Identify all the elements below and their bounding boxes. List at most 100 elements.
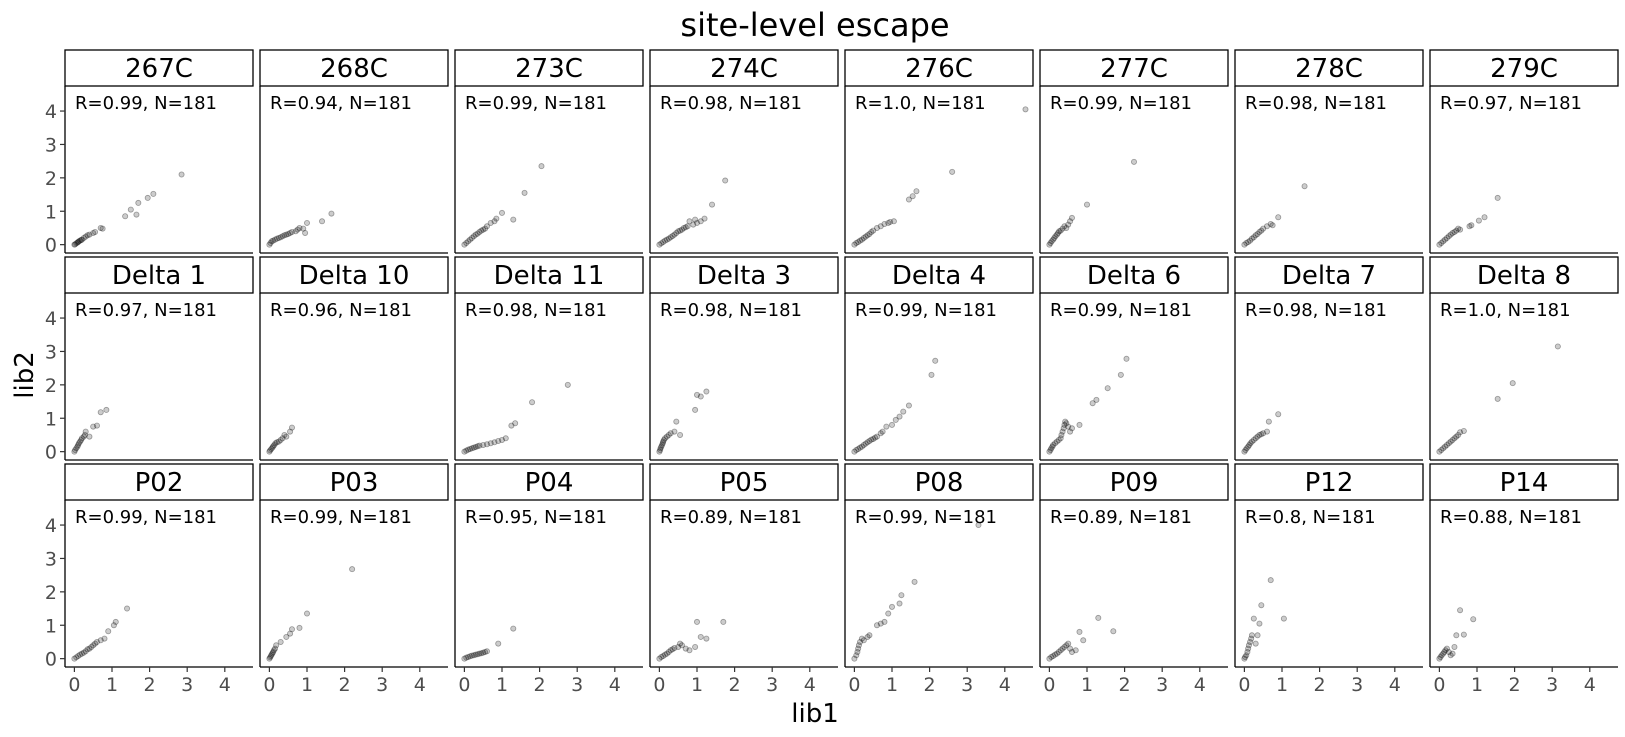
- data-point: [498, 436, 505, 443]
- data-point: [461, 655, 468, 662]
- data-point: [1256, 228, 1263, 235]
- panel-annotation: R=0.98, N=181: [660, 93, 802, 114]
- data-point: [1447, 231, 1454, 238]
- x-tick-label: 4: [1389, 674, 1401, 696]
- y-tick-label: 4: [45, 515, 57, 537]
- data-point: [677, 227, 684, 234]
- data-point: [1445, 648, 1452, 655]
- data-point: [660, 238, 667, 245]
- data-point: [268, 238, 275, 245]
- data-point: [287, 428, 294, 435]
- data-point: [898, 592, 905, 599]
- strip-box: [454, 49, 644, 87]
- data-point: [662, 651, 669, 658]
- strip-label: 267C: [125, 54, 193, 84]
- panel: P02 0 1 2 3 4 0 1 2 3 4 R=0.99, N=181: [45, 463, 254, 696]
- data-point: [86, 231, 93, 238]
- data-point: [292, 228, 299, 235]
- data-point: [851, 655, 858, 662]
- data-point: [1241, 448, 1248, 455]
- data-point: [150, 190, 157, 197]
- data-point: [296, 624, 303, 631]
- data-point: [1509, 380, 1516, 387]
- data-point: [1242, 653, 1249, 660]
- data-point: [470, 444, 477, 451]
- data-point: [1443, 645, 1450, 652]
- data-point: [81, 431, 88, 438]
- data-point: [71, 448, 78, 455]
- data-point: [465, 446, 472, 453]
- data-point: [709, 201, 716, 208]
- panel: 278C R=0.98, N=181: [1234, 49, 1424, 254]
- data-point: [678, 642, 685, 649]
- x-tick-label: 4: [219, 674, 231, 696]
- data-point: [1048, 653, 1055, 660]
- data-point: [510, 216, 517, 223]
- data-point: [889, 603, 896, 610]
- data-point: [1065, 423, 1072, 430]
- data-point: [480, 441, 487, 448]
- data-point: [491, 218, 498, 225]
- data-point: [870, 435, 877, 442]
- data-point: [103, 406, 110, 413]
- data-point: [662, 435, 669, 442]
- strip-label: Delta 7: [1282, 261, 1376, 291]
- data-point: [892, 416, 899, 423]
- data-point: [885, 610, 892, 617]
- data-point: [1468, 222, 1475, 229]
- data-point: [858, 236, 865, 243]
- data-point: [1455, 225, 1462, 232]
- data-point: [1061, 421, 1068, 428]
- data-point: [75, 441, 82, 448]
- data-point: [1063, 420, 1070, 427]
- data-point: [1057, 647, 1064, 654]
- data-point: [273, 439, 280, 446]
- data-point: [461, 241, 468, 248]
- y-tick-label: 0: [45, 235, 57, 257]
- x-tick-label: 3: [1351, 674, 1363, 696]
- data-point: [722, 177, 729, 184]
- data-point: [1256, 431, 1263, 438]
- data-point: [74, 239, 81, 246]
- data-point: [853, 239, 860, 246]
- data-point: [1243, 239, 1250, 246]
- data-point: [1447, 438, 1454, 445]
- strip-box: [64, 49, 254, 87]
- data-point: [665, 235, 672, 242]
- panel: Delta 4 R=0.99, N=181: [844, 256, 1034, 461]
- y-tick-label: 2: [45, 375, 57, 397]
- strip-label: P04: [525, 468, 574, 498]
- panel-annotation: R=0.88, N=181: [1440, 507, 1582, 528]
- x-tick-label: 4: [999, 674, 1011, 696]
- data-point: [269, 650, 276, 657]
- data-point: [73, 240, 80, 247]
- x-tick-label: 3: [766, 674, 778, 696]
- strip-label: 273C: [515, 54, 583, 84]
- data-point: [1260, 430, 1267, 437]
- y-tick-label: 3: [45, 548, 57, 570]
- data-point: [1554, 343, 1561, 350]
- data-point: [283, 633, 290, 640]
- data-point: [135, 199, 142, 206]
- data-point: [656, 655, 663, 662]
- strip-box: [1234, 463, 1424, 501]
- panel: 276C R=1.0, N=181: [844, 49, 1034, 254]
- data-point: [281, 232, 288, 239]
- data-point: [1263, 223, 1270, 230]
- data-point: [1095, 614, 1102, 621]
- x-tick-label: 0: [68, 674, 80, 696]
- data-point: [90, 229, 97, 236]
- x-tick-label: 3: [376, 674, 388, 696]
- strip-label: Delta 3: [697, 261, 791, 291]
- data-point: [75, 238, 82, 245]
- data-point: [482, 648, 489, 655]
- data-point: [1061, 643, 1068, 650]
- data-point: [1453, 227, 1460, 234]
- data-point: [283, 433, 290, 440]
- data-point: [879, 428, 886, 435]
- y-tick-label: 4: [45, 101, 57, 123]
- data-point: [1059, 428, 1066, 435]
- strip-label: P08: [915, 468, 964, 498]
- data-point: [495, 437, 502, 444]
- data-point: [267, 654, 274, 661]
